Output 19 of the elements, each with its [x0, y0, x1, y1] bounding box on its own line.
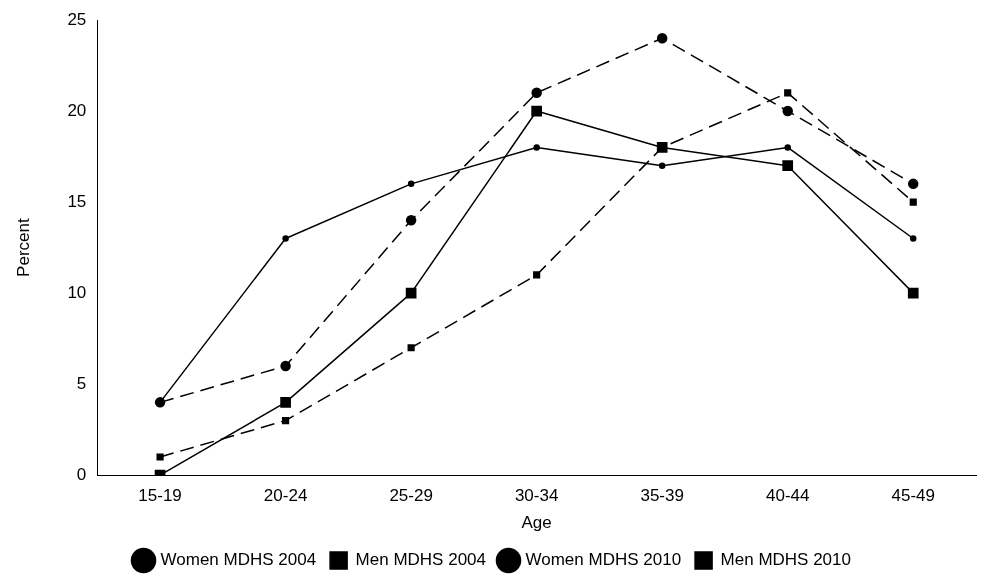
y-tick-label: 25: [67, 9, 87, 29]
x-tick-label: 15-19: [138, 486, 182, 506]
x-tick-label: 45-49: [891, 486, 935, 506]
legend-label: Women MDHS 2010: [525, 550, 682, 570]
legend-label: Men MDHS 2004: [355, 550, 486, 570]
x-tick-label: 20-24: [263, 486, 308, 506]
legend-label: Men MDHS 2010: [720, 550, 851, 570]
y-axis-title: Percent: [13, 218, 33, 277]
x-tick-label: 30-34: [514, 486, 559, 506]
x-tick-label: 25-29: [389, 486, 433, 506]
y-tick-label: 20: [67, 100, 87, 120]
x-tick-label: 40-44: [765, 486, 810, 506]
y-tick-label: 10: [67, 282, 87, 302]
y-tick-label: 15: [67, 191, 87, 211]
y-tick-label: 5: [76, 373, 87, 393]
legend-label: Women MDHS 2004: [160, 550, 317, 570]
x-tick-label: 35-39: [640, 486, 684, 506]
y-tick-label: 0: [76, 464, 87, 484]
x-axis-title: Age: [521, 513, 552, 533]
